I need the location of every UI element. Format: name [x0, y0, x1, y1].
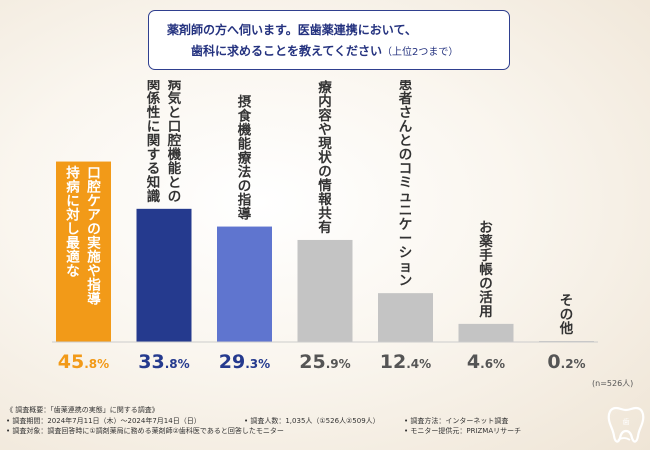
question-line-2-sub: （上位2つまで）	[382, 47, 459, 58]
bar-value-2: 29.3%	[219, 351, 270, 373]
bar-label-6-0: その他	[559, 293, 574, 337]
bar-group-6: その他 0.2%	[539, 293, 594, 373]
bar-label-1-1: 関係性に関する知識	[147, 80, 161, 205]
bar-label-5-0: お薬手帳の活用	[479, 220, 493, 320]
bar-0	[56, 161, 111, 342]
bar-1	[136, 208, 192, 342]
bar-label-0-0: 口腔ケアの実施や指導	[86, 166, 101, 308]
bar-label-4-0: 患者さんとのコミュニケーション	[399, 80, 413, 289]
bar-value-6: 0.2%	[547, 351, 585, 373]
bar-3	[297, 239, 353, 342]
question-box: 薬剤師の方へ伺います。医歯薬連携において、 歯科に求めることを教えてください（上…	[148, 10, 510, 70]
bar-value-1: 33.8%	[138, 351, 189, 373]
bar-label-1-0: 病気と口腔機能との	[167, 80, 182, 205]
question-line-2: 歯科に求めることを教えてください（上位2つまで）	[167, 41, 499, 63]
bar-label-0-1: 持病に対し最適な	[65, 165, 80, 280]
sample-size-note: (n=526人)	[592, 379, 634, 388]
footer-count: • 調査人数：1,035人（①526人②509人）	[244, 416, 380, 425]
bar-4	[378, 293, 433, 342]
bar-label-2-0: 摂食機能療法の指導	[238, 94, 252, 223]
bar-5	[458, 323, 514, 342]
bar-group-4: 患者さんとのコミュニケーション 12.4%	[378, 80, 433, 373]
bar-2	[217, 226, 272, 342]
question-line-1: 薬剤師の方へ伺います。医歯薬連携において、	[167, 23, 417, 37]
footer-provider: • モニター提供元：PRIZMAリサーチ	[404, 427, 522, 435]
tooth-logo-icon: 歯	[607, 406, 645, 443]
bar-value-5: 4.6%	[467, 351, 505, 373]
bar-value-4: 12.4%	[380, 351, 431, 373]
question-line-2-main: 歯科に求めることを教えてください	[191, 44, 383, 58]
survey-footer: 《 調査概要：「歯薬連携の実態」に関する調査》 • 調査期間：2024年7月11…	[6, 405, 606, 437]
bar-label-3-0: 治療内容や現状の情報共有	[317, 80, 332, 236]
footer-period: • 調査期間：2024年7月11日（木）〜2024年7月14日（日）	[6, 416, 201, 425]
bar-value-0: 45.8%	[58, 351, 109, 373]
bar-group-2: 摂食機能療法の指導 29.3%	[217, 94, 272, 373]
bar-group-3: 治療内容や現状の情報共有 25.9%	[297, 80, 353, 373]
footer-method: • 調査方法：インターネット調査	[404, 416, 509, 425]
footer-heading: 《 調査概要：「歯薬連携の実態」に関する調査》	[6, 406, 159, 414]
svg-text:歯: 歯	[623, 417, 630, 426]
bar-group-5: お薬手帳の活用 4.6%	[458, 220, 514, 373]
bar-value-3: 25.9%	[299, 351, 350, 373]
footer-target: • 調査対象：調査回答時に①調剤薬局に務める薬剤師②歯科医であると回答したモニタ…	[6, 427, 284, 435]
